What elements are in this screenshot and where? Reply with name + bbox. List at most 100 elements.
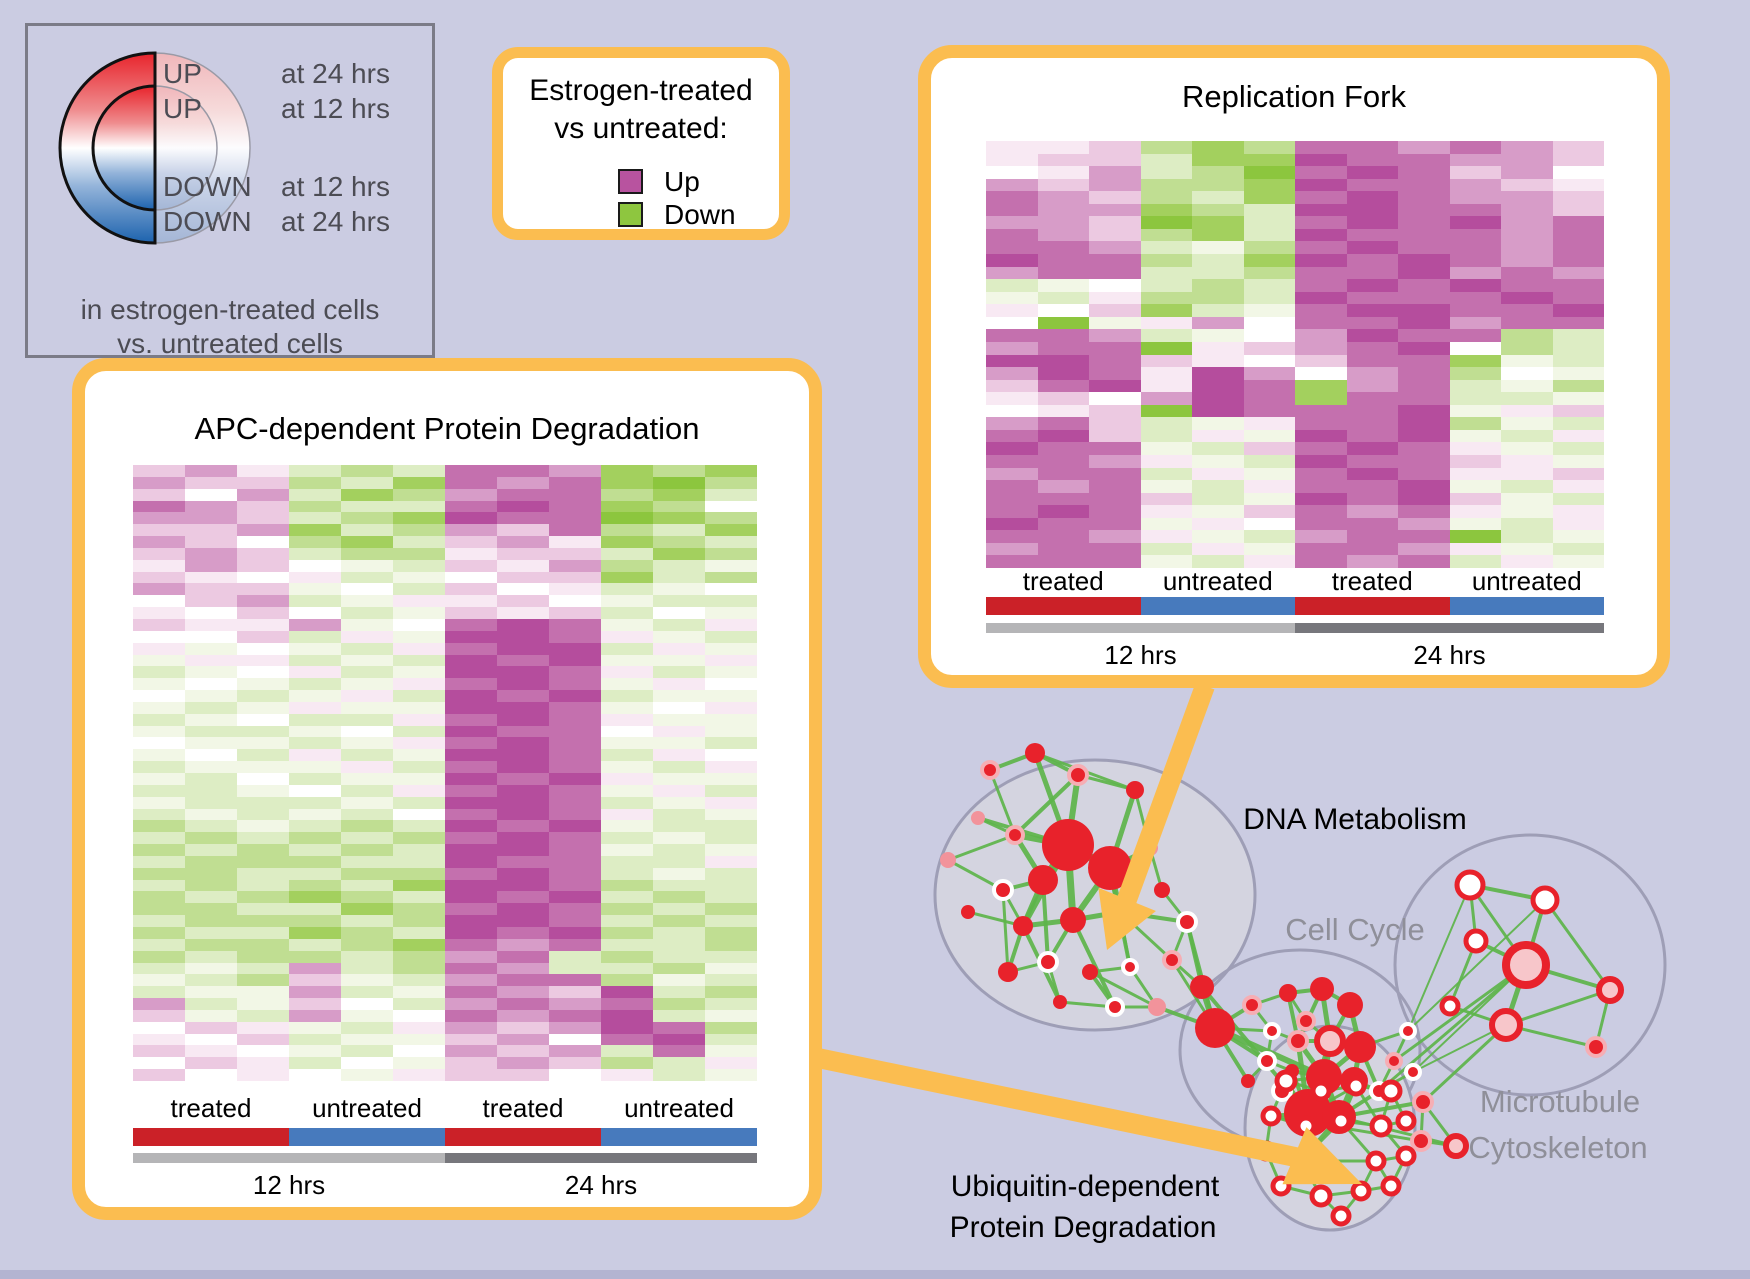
- gene-node: [1454, 869, 1486, 901]
- gene-node: [1257, 1051, 1277, 1071]
- gene-node: [1395, 1110, 1417, 1132]
- estrogen-legend-title-line1: Estrogen-treated: [529, 74, 753, 107]
- gene-node: [1176, 911, 1198, 933]
- estrogen-legend-title-line2: vs untreated:: [554, 112, 728, 145]
- condition-label: untreated: [1162, 566, 1273, 596]
- gene-node: [1121, 958, 1139, 976]
- gene-node: [940, 852, 956, 868]
- time-bar-segment: [986, 623, 1295, 633]
- time-label: 24 hrs: [1413, 640, 1486, 670]
- gene-node: [1330, 1110, 1352, 1132]
- gene-node: [1443, 1133, 1469, 1159]
- gene-node: [1314, 1025, 1346, 1057]
- gene-node: [1365, 1150, 1387, 1172]
- replication-fork-title: Replication Fork: [1182, 79, 1406, 114]
- time-label: 12 hrs: [1104, 640, 1177, 670]
- gene-node: [1330, 1205, 1352, 1227]
- gene-node: [1309, 1184, 1333, 1208]
- apc-degradation-title: APC-dependent Protein Degradation: [194, 411, 700, 446]
- gene-node: [1296, 1011, 1316, 1031]
- gene-node: [1310, 1080, 1332, 1102]
- condition-label: untreated: [624, 1093, 734, 1123]
- gene-node: [1037, 951, 1059, 973]
- cluster-microtubule: [1393, 833, 1667, 1097]
- gene-node: [1260, 1105, 1282, 1127]
- replication-fork-panel: Replication Fork treated untreated treated…: [918, 45, 1670, 688]
- gene-node: [961, 905, 975, 919]
- gene-node: [1025, 743, 1045, 763]
- gene-node: [1053, 995, 1067, 1009]
- time-label: 12 hrs: [252, 1170, 326, 1200]
- network-label: Cytoskeleton: [1468, 1130, 1648, 1165]
- gene-node: [1502, 941, 1550, 989]
- gene-node: [1350, 1180, 1372, 1202]
- gene-node: [1380, 1175, 1402, 1197]
- gene-node: [1148, 998, 1166, 1016]
- ring-color-legend: UP at 24 hrs UP at 12 hrs DOWN at 12 hrs DOWN a…: [25, 23, 435, 359]
- apc-to-ubiquitin-head: [1282, 1127, 1362, 1185]
- time-label: 24 hrs: [564, 1170, 638, 1200]
- legend-time-label: at 24 hrs: [281, 206, 390, 237]
- inner-ring-left-half: [91, 84, 157, 212]
- apc-to-ubiquitin-shaft: [815, 1048, 1303, 1168]
- gene-node: [1195, 1008, 1235, 1048]
- gene-node: [1013, 916, 1033, 936]
- gene-node: [1028, 865, 1058, 895]
- gene-node: [1162, 950, 1182, 970]
- gene-node: [1042, 819, 1094, 871]
- up-label: Up: [664, 166, 700, 197]
- legend-time-label: at 12 hrs: [281, 93, 390, 124]
- network-label: DNA Metabolism: [1243, 803, 1467, 836]
- legend-time-label: at 12 hrs: [281, 171, 390, 202]
- estrogen-legend-title: Estrogen-treated vs untreated:: [503, 72, 779, 148]
- gene-node: [1242, 995, 1262, 1015]
- replication-fork-to-dna-head: [1098, 887, 1157, 950]
- down-label: Down: [664, 199, 736, 230]
- condition-label: treated: [482, 1093, 564, 1123]
- legend-direction-label: UP: [163, 93, 202, 124]
- gene-node: [998, 962, 1018, 982]
- gene-node: [1410, 1130, 1432, 1152]
- gene-node: [1530, 885, 1560, 915]
- gene-node: [1082, 964, 1098, 980]
- gene-node: [1190, 975, 1214, 999]
- legend-direction-label: DOWN: [163, 206, 252, 237]
- legend-time-label: at 24 hrs: [281, 58, 390, 89]
- network-label: Microtubule: [1479, 1084, 1641, 1119]
- replication-fork-heatmap: [986, 141, 1604, 568]
- gene-node: [1154, 882, 1170, 898]
- time-bar-segment: [445, 1153, 757, 1163]
- estrogen-updown-legend: Estrogen-treated vs untreated: Up Down: [492, 47, 790, 240]
- gene-node: [1379, 1079, 1403, 1103]
- gene-node: [1369, 1114, 1393, 1138]
- network-label: Ubiquitin-dependent: [950, 1170, 1220, 1203]
- condition-label: treated: [1022, 566, 1104, 596]
- gene-node: [1310, 977, 1334, 1001]
- time-bar-segment: [1295, 623, 1604, 633]
- gene-node: [1585, 1036, 1607, 1058]
- condition-label: untreated: [1471, 566, 1582, 596]
- legend-caption-line2: vs. untreated cells: [117, 328, 343, 359]
- gene-node: [1439, 995, 1461, 1017]
- gene-node: [1126, 781, 1144, 799]
- legend-direction-label: DOWN: [163, 171, 252, 202]
- condition-bar-segment: [1140, 597, 1295, 615]
- network-label: Cell Cycle: [1285, 912, 1425, 947]
- down-color-swatch: [618, 202, 643, 227]
- time-bar-segment: [133, 1153, 445, 1163]
- gene-node: [1385, 1052, 1403, 1070]
- network-label: Protein Degradation: [949, 1211, 1217, 1244]
- condition-label: untreated: [312, 1093, 422, 1123]
- gene-node: [1344, 1031, 1376, 1063]
- gene-node: [1395, 1145, 1417, 1167]
- condition-bar-segment: [445, 1128, 601, 1146]
- condition-bar-segment: [601, 1128, 757, 1146]
- gene-node: [1412, 1091, 1434, 1113]
- gene-node: [1105, 997, 1125, 1017]
- gene-node: [1345, 1075, 1367, 1097]
- gene-node: [1463, 928, 1489, 954]
- condition-bar-segment: [1295, 597, 1450, 615]
- legend-direction-label: UP: [163, 58, 202, 89]
- inner-ring-right-half: [154, 85, 218, 211]
